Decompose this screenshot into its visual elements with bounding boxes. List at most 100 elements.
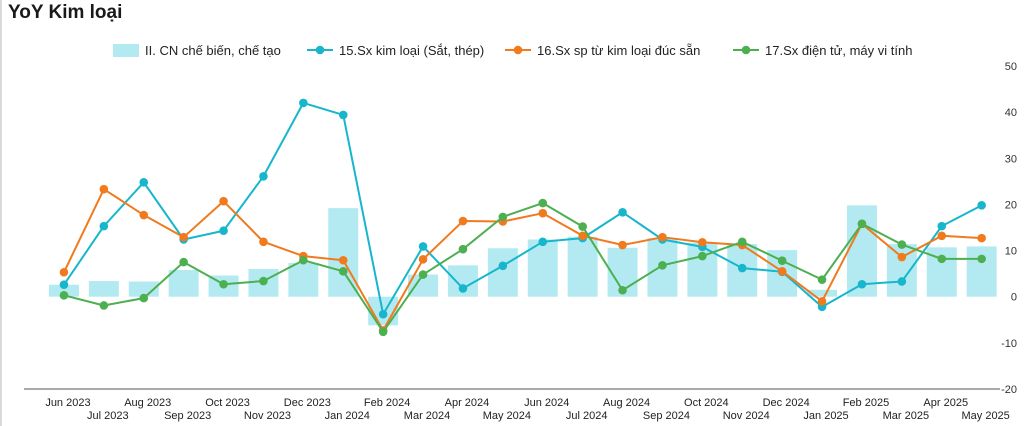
legend-swatch <box>113 44 139 57</box>
data-point <box>897 240 907 249</box>
x-tick-label: Jun 2024 <box>524 397 569 409</box>
y-tick-label: 10 <box>1005 246 1017 258</box>
x-tick-label: Dec 2023 <box>284 397 331 409</box>
left-border <box>0 0 2 426</box>
x-tick-label: Nov 2024 <box>723 410 770 422</box>
data-point <box>378 309 388 319</box>
y-tick-label: 30 <box>1005 153 1017 165</box>
data-point <box>618 207 627 217</box>
y-tick-label: 50 <box>1005 61 1017 73</box>
data-point <box>977 233 986 243</box>
data-point <box>498 261 508 271</box>
data-point <box>937 254 947 264</box>
data-point <box>338 267 348 276</box>
x-tick-label: Apr 2024 <box>445 397 490 409</box>
data-point <box>378 327 388 337</box>
data-point <box>219 226 228 236</box>
data-point <box>418 242 428 251</box>
y-tick-label: -20 <box>1001 384 1017 396</box>
x-tick-label: Oct 2023 <box>205 397 250 409</box>
data-point <box>977 254 986 264</box>
data-point <box>179 232 188 242</box>
x-tick-label: May 2025 <box>961 410 1009 422</box>
data-point <box>857 219 867 229</box>
data-point <box>698 237 707 247</box>
legend-marker <box>315 45 325 55</box>
x-tick-label: Jul 2023 <box>87 410 129 422</box>
data-point <box>857 279 867 289</box>
bar <box>807 289 838 297</box>
x-tick-label: Oct 2024 <box>684 397 729 409</box>
legend-label: II. CN chế biến, chế tạo <box>145 43 281 58</box>
data-point <box>578 231 587 241</box>
x-tick-label: Mar 2024 <box>404 410 450 422</box>
data-point <box>658 261 667 270</box>
x-tick-label: Nov 2023 <box>244 410 291 422</box>
legend-label: 15.Sx kim loại (Sắt, thép) <box>339 43 484 58</box>
data-point <box>618 240 627 250</box>
data-point <box>817 275 827 284</box>
x-tick-label: Mar 2025 <box>883 410 929 422</box>
x-tick-label: Feb 2025 <box>843 397 889 409</box>
bar <box>966 246 997 297</box>
x-tick-label: Jun 2023 <box>45 397 90 409</box>
data-point <box>458 216 468 226</box>
data-point <box>897 252 907 262</box>
x-tick-label: Feb 2024 <box>364 397 410 409</box>
bar <box>328 208 359 297</box>
data-point <box>59 291 69 300</box>
bar <box>567 236 598 297</box>
chart-title: YoY Kim loại <box>8 2 123 23</box>
bar <box>288 263 319 297</box>
data-point <box>777 267 787 276</box>
data-point <box>897 277 907 286</box>
x-tick-label: Jul 2024 <box>566 410 608 422</box>
data-point <box>99 301 109 310</box>
data-point <box>777 256 787 266</box>
data-point <box>698 251 707 261</box>
bar <box>128 281 159 297</box>
data-point <box>139 293 149 303</box>
series-line <box>63 101 983 316</box>
bar <box>527 239 558 297</box>
data-point <box>618 285 627 295</box>
data-point <box>538 208 548 218</box>
data-point <box>338 110 348 120</box>
legend: II. CN chế biến, chế tạo 15.Sx kim loại (… <box>113 43 912 58</box>
data-point <box>219 196 228 206</box>
series-line <box>63 188 982 332</box>
x-tick-label: Dec 2024 <box>763 397 810 409</box>
data-point <box>418 270 428 279</box>
data-point <box>179 257 188 267</box>
data-point <box>139 177 149 187</box>
data-point <box>658 232 667 242</box>
data-point <box>578 222 587 231</box>
series-line <box>63 202 982 333</box>
data-point <box>139 210 149 220</box>
y-tick-label: 20 <box>1005 199 1017 211</box>
x-tick-label: Aug 2024 <box>603 397 650 409</box>
bar <box>88 281 119 297</box>
bar <box>168 269 199 297</box>
legend-marker <box>741 45 751 55</box>
y-tick-label: 40 <box>1005 107 1017 119</box>
x-tick-label: Apr 2025 <box>923 397 968 409</box>
legend-label: 16.Sx sp từ kim loại đúc sẵn <box>537 43 700 58</box>
data-point <box>737 237 747 247</box>
data-point <box>817 297 827 306</box>
data-point <box>338 255 348 265</box>
data-point <box>259 276 268 286</box>
data-point <box>458 284 468 293</box>
legend-marker <box>513 45 523 55</box>
data-point <box>299 255 308 265</box>
data-point <box>538 237 548 247</box>
bar <box>48 284 79 297</box>
bar <box>408 274 439 297</box>
data-point <box>737 263 747 273</box>
data-point <box>99 221 109 231</box>
data-point <box>99 184 109 194</box>
y-tick-label: 0 <box>1011 292 1017 304</box>
x-tick-label: Sep 2023 <box>164 410 211 422</box>
